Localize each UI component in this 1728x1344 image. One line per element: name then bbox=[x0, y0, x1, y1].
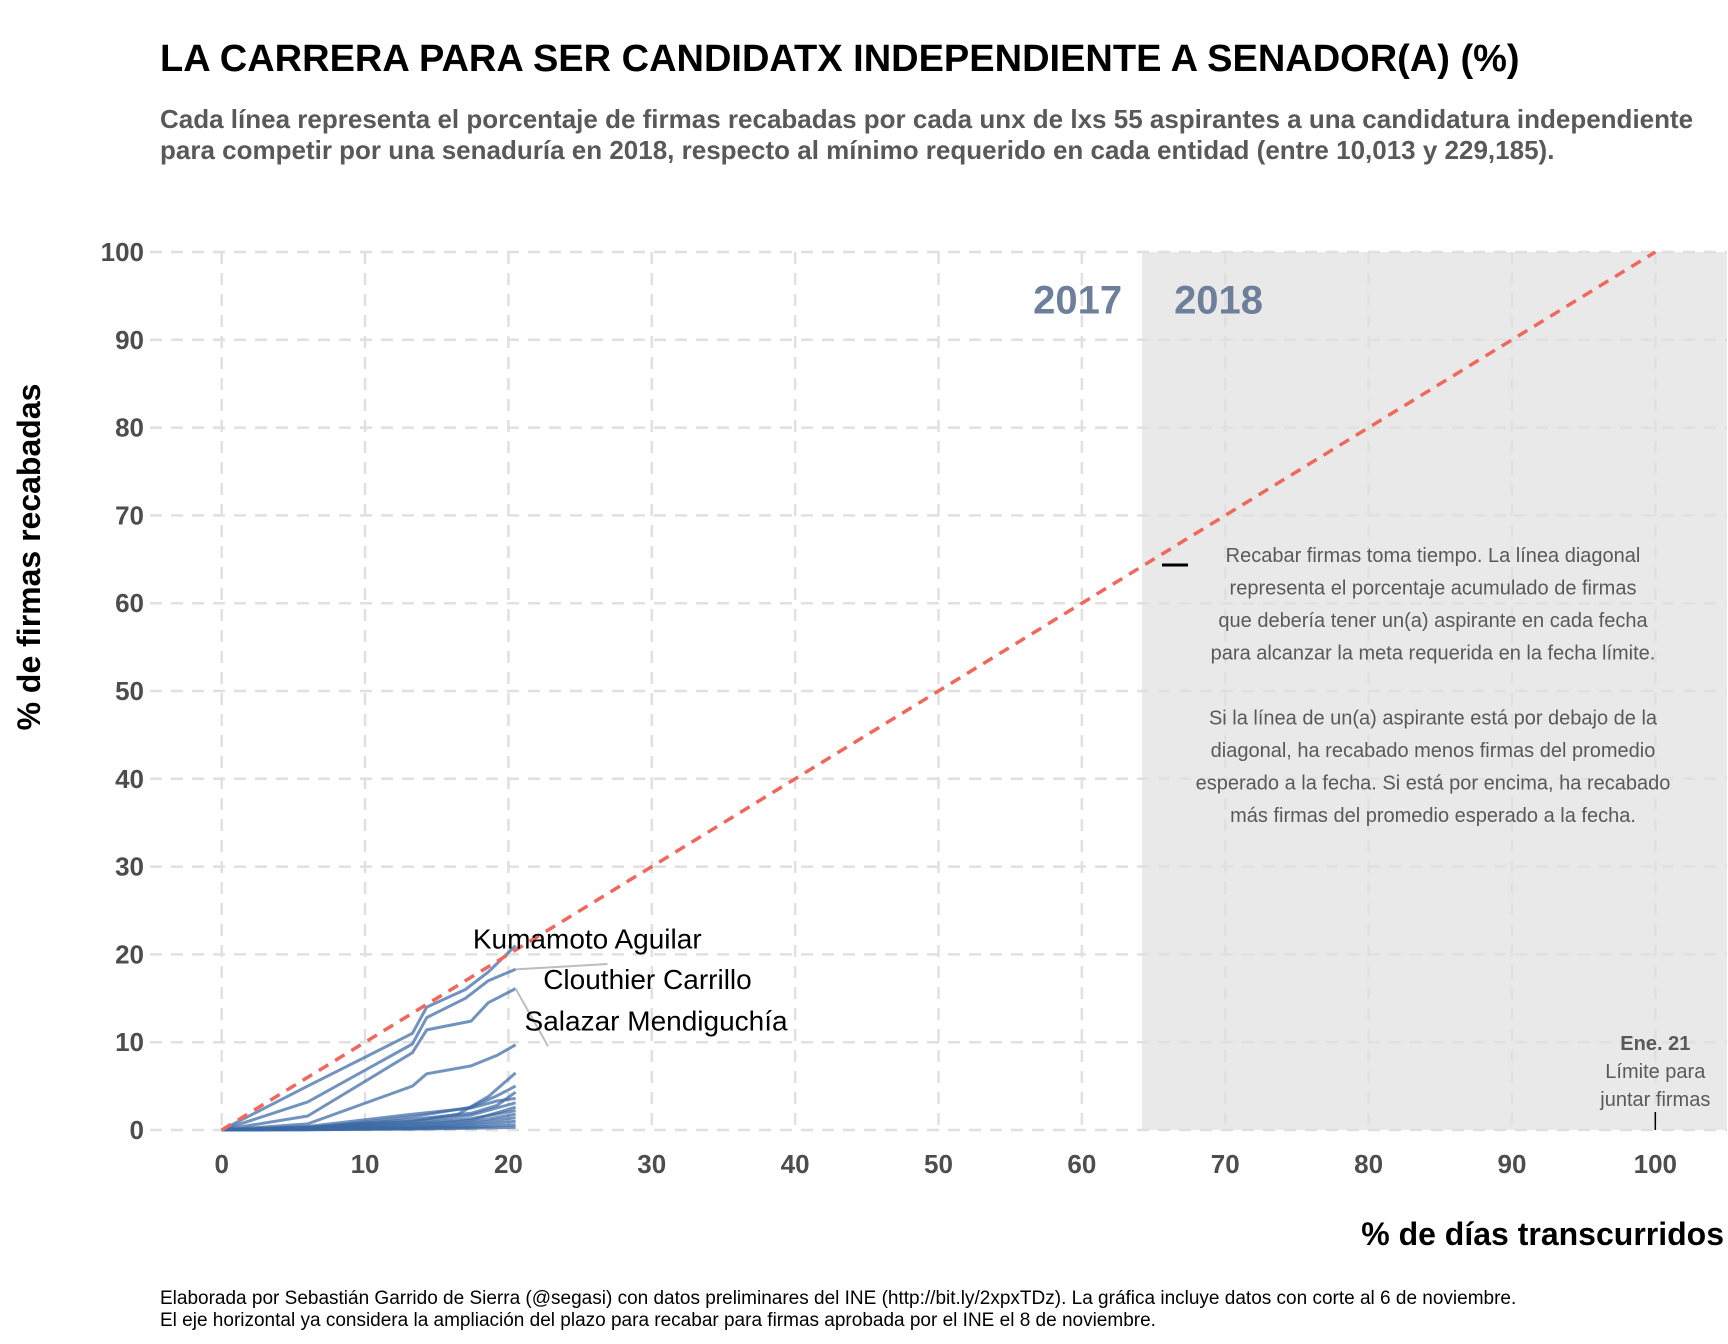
annotation-line: más firmas del promedio esperado a la fe… bbox=[1230, 805, 1636, 827]
series-label-clouthier: Clouthier Carrillo bbox=[543, 964, 752, 995]
y-axis-title: % de firmas recabadas bbox=[11, 384, 47, 731]
annotation-line: diagonal, ha recabado menos firmas del p… bbox=[1211, 740, 1656, 762]
y-tick-label: 80 bbox=[115, 413, 144, 443]
x-axis-title: % de días transcurridos bbox=[1361, 1216, 1724, 1252]
x-tick-label: 30 bbox=[637, 1149, 666, 1179]
x-tick-label: 60 bbox=[1067, 1149, 1096, 1179]
series-line bbox=[221, 1043, 517, 1132]
x-tick-label: 80 bbox=[1354, 1149, 1383, 1179]
x-tick-label: 20 bbox=[494, 1149, 523, 1179]
x-tick-label: 90 bbox=[1497, 1149, 1526, 1179]
leader-line bbox=[514, 988, 549, 1047]
annotation-line: esperado a la fecha. Si está por encima,… bbox=[1196, 773, 1671, 795]
y-tick-label: 10 bbox=[115, 1027, 144, 1057]
deadline-text-2: juntar firmas bbox=[1599, 1089, 1710, 1111]
y-tick-label: 90 bbox=[115, 325, 144, 355]
y-tick-label: 20 bbox=[115, 939, 144, 969]
series-line bbox=[221, 987, 517, 1132]
footer-line-2: El eje horizontal ya considera la amplia… bbox=[160, 1310, 1156, 1331]
x-tick-label: 100 bbox=[1634, 1149, 1677, 1179]
x-tick-label: 0 bbox=[214, 1149, 228, 1179]
y-tick-label: 70 bbox=[115, 500, 144, 530]
y-tick-label: 40 bbox=[115, 764, 144, 794]
deadline-date: Ene. 21 bbox=[1620, 1033, 1690, 1055]
series-line bbox=[221, 944, 517, 1132]
y-tick-labels: 0 10 20 30 40 50 60 70 80 90 100 bbox=[101, 237, 144, 1145]
y-tick-label: 100 bbox=[101, 237, 144, 267]
x-tick-labels: 0 10 20 30 40 50 60 70 80 90 100 bbox=[214, 1149, 1677, 1179]
annotation-line: Recabar firmas toma tiempo. La línea dia… bbox=[1226, 545, 1641, 567]
x-tick-label: 10 bbox=[351, 1149, 380, 1179]
series-label-kumamoto: Kumamoto Aguilar bbox=[473, 924, 702, 955]
footer-note: Elaborada por Sebastián Garrido de Sierr… bbox=[160, 1288, 1516, 1332]
deadline-text-1: Límite para bbox=[1605, 1061, 1706, 1083]
chart-title: LA CARRERA PARA SER CANDIDATX INDEPENDIE… bbox=[160, 38, 1520, 80]
chart-subtitle: Cada línea representa el porcentaje de f… bbox=[160, 104, 1694, 165]
x-tick-label: 70 bbox=[1211, 1149, 1240, 1179]
label-leader-lines bbox=[514, 962, 608, 1047]
series-lines bbox=[221, 944, 517, 1132]
y-tick-label: 30 bbox=[115, 852, 144, 882]
annotation-line: para alcanzar la meta requerida en la fe… bbox=[1211, 643, 1656, 665]
annotation-text: Recabar firmas toma tiempo. La línea dia… bbox=[1196, 545, 1671, 827]
footer-line-1: Elaborada por Sebastián Garrido de Sierr… bbox=[160, 1288, 1517, 1309]
x-tick-label: 40 bbox=[781, 1149, 810, 1179]
annotation-line: que debería tener un(a) aspirante en cad… bbox=[1218, 610, 1648, 632]
y-tick-label: 60 bbox=[115, 588, 144, 618]
year-label-2017: 2017 bbox=[1033, 278, 1122, 322]
leader-line bbox=[515, 962, 608, 971]
annotation-line: representa el porcentaje acumulado de fi… bbox=[1230, 578, 1637, 600]
series-line bbox=[221, 967, 517, 1132]
series-line bbox=[221, 1125, 516, 1132]
y-tick-label: 0 bbox=[130, 1115, 144, 1145]
y-tick-label: 50 bbox=[115, 676, 144, 706]
reference-diagonal-line bbox=[220, 250, 1657, 1132]
annotation-line: Si la línea de un(a) aspirante está por … bbox=[1209, 708, 1658, 730]
series-label-salazar: Salazar Mendiguchía bbox=[525, 1005, 788, 1036]
year-label-2018: 2018 bbox=[1174, 278, 1263, 322]
x-tick-label: 50 bbox=[924, 1149, 953, 1179]
